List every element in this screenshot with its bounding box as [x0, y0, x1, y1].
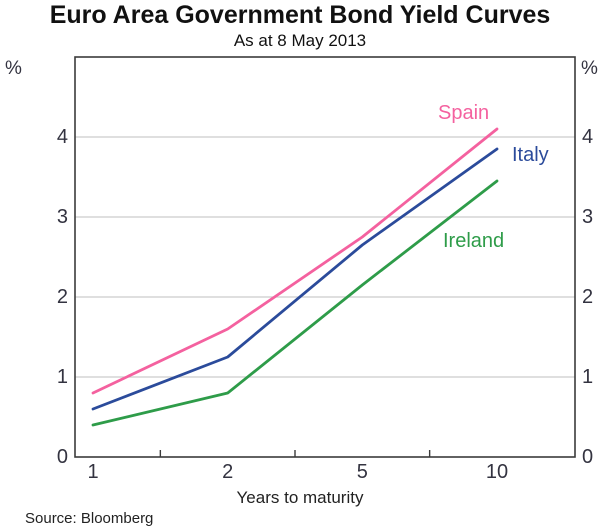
series-line-spain	[91, 127, 499, 395]
chart-subtitle: As at 8 May 2013	[233, 31, 367, 50]
series-label-italy: Italy	[512, 144, 549, 166]
y-axis-label-left-3: 3	[56, 206, 68, 228]
y-axis-label-right-4: 4	[582, 126, 594, 148]
series-line-ireland	[91, 179, 499, 427]
series-line-italy	[91, 147, 499, 411]
y-axis-label-left-1: 1	[56, 366, 68, 388]
y-axis-label-left-0: 0	[56, 446, 68, 468]
y-axis-unit-left: %	[5, 58, 22, 79]
y-axis-label-right-3: 3	[582, 206, 594, 228]
y-axis-label-left-2: 2	[56, 286, 68, 308]
y-axis-label-right-0: 0	[582, 446, 594, 468]
x-axis-title: Years to maturity	[236, 488, 364, 507]
y-axis-label-right-2: 2	[582, 286, 594, 308]
series-label-ireland: Ireland	[443, 230, 505, 252]
series-label-spain: Spain	[438, 102, 490, 124]
y-axis-unit-right: %	[581, 58, 598, 79]
x-axis-label-1: 1	[87, 461, 99, 483]
y-axis-label-left-4: 4	[56, 126, 68, 148]
x-axis-label-5: 5	[356, 461, 368, 483]
y-axis-label-right-1: 1	[582, 366, 594, 388]
chart-title: Euro Area Government Bond Yield Curves	[49, 1, 551, 29]
x-axis-label-10: 10	[485, 461, 509, 483]
plot-frame	[74, 56, 576, 458]
source-note: Source: Bloomberg	[25, 510, 154, 527]
x-axis-label-2: 2	[222, 461, 234, 483]
